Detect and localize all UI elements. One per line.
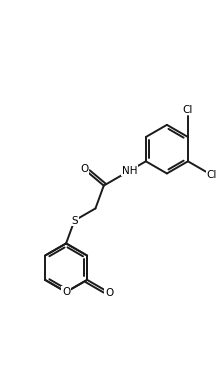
Text: Cl: Cl	[183, 105, 193, 115]
Text: O: O	[105, 288, 113, 297]
Text: NH: NH	[122, 166, 138, 175]
Text: Cl: Cl	[206, 170, 216, 180]
Text: O: O	[62, 287, 70, 297]
Text: O: O	[80, 164, 88, 174]
Text: S: S	[71, 215, 78, 226]
